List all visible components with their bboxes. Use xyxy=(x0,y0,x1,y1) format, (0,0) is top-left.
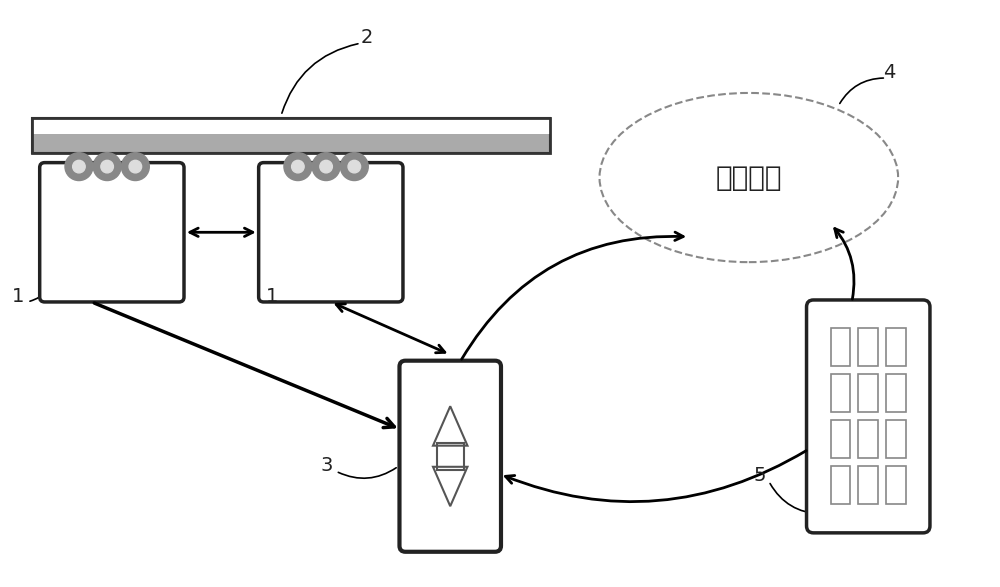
Bar xyxy=(858,329,878,366)
Bar xyxy=(831,329,850,366)
Text: 1: 1 xyxy=(12,287,25,306)
Circle shape xyxy=(129,160,142,173)
Text: 2: 2 xyxy=(361,28,373,47)
Text: 无线网络: 无线网络 xyxy=(716,164,782,191)
Text: 1: 1 xyxy=(266,287,278,306)
FancyBboxPatch shape xyxy=(399,360,501,552)
Circle shape xyxy=(284,153,312,181)
Circle shape xyxy=(93,153,121,181)
Circle shape xyxy=(101,160,113,173)
Circle shape xyxy=(121,153,149,181)
Bar xyxy=(831,375,850,413)
Circle shape xyxy=(348,160,361,173)
Bar xyxy=(886,467,906,504)
Bar xyxy=(886,420,906,458)
Circle shape xyxy=(340,153,368,181)
Circle shape xyxy=(312,153,340,181)
Bar xyxy=(32,118,550,153)
Text: 4: 4 xyxy=(883,63,896,82)
Bar xyxy=(437,443,464,470)
Bar xyxy=(831,420,850,458)
Circle shape xyxy=(65,153,93,181)
Bar xyxy=(886,375,906,413)
Bar xyxy=(858,375,878,413)
Bar xyxy=(858,467,878,504)
Bar xyxy=(886,329,906,366)
Bar xyxy=(831,467,850,504)
Ellipse shape xyxy=(600,93,898,262)
FancyBboxPatch shape xyxy=(40,163,184,302)
Text: 3: 3 xyxy=(321,456,333,475)
Bar xyxy=(32,118,550,133)
Circle shape xyxy=(320,160,332,173)
Bar xyxy=(858,420,878,458)
Circle shape xyxy=(73,160,85,173)
FancyBboxPatch shape xyxy=(259,163,403,302)
Circle shape xyxy=(292,160,304,173)
Bar xyxy=(32,118,550,153)
FancyBboxPatch shape xyxy=(807,300,930,533)
Text: 5: 5 xyxy=(754,466,766,485)
